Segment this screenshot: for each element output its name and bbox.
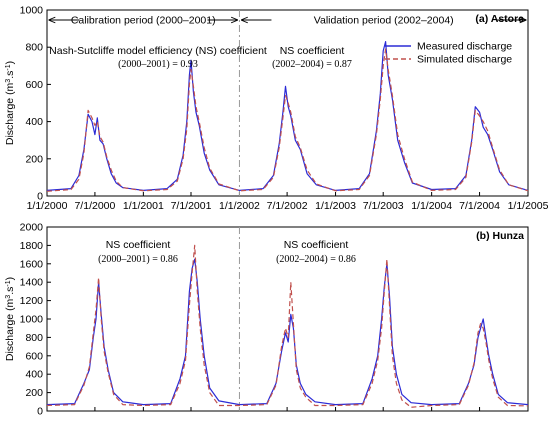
- measured-series-line: [46, 258, 529, 406]
- y-tick-label: 200: [25, 153, 43, 165]
- legend-entry: Simulated discharge: [417, 54, 512, 66]
- panel-title: (b) Hunza: [476, 230, 524, 242]
- y-tick-label: 1000: [20, 5, 44, 17]
- legend-entry: Measured discharge: [417, 41, 512, 53]
- ns-annotation-title: NS coefficient: [106, 239, 171, 251]
- panel-hunza: 0 200 400 600 800 1000 1200 1400 1600 1800 2000 NS …: [4, 222, 529, 418]
- y-tick-label: 800: [25, 42, 43, 54]
- x-tick-label: 7/1/2004: [459, 200, 500, 212]
- ns-annotation-value: (2002–2004) = 0.87: [272, 59, 352, 70]
- y-tick-label: 2000: [20, 222, 44, 234]
- y-tick-label: 1800: [20, 240, 44, 252]
- simulated-series-line: [46, 48, 529, 192]
- ns-annotation-title: NS coefficient: [280, 45, 345, 57]
- x-tick-label: 1/1/2001: [123, 200, 164, 212]
- x-tick-label: 7/1/2000: [74, 200, 115, 212]
- x-tick-label: 1/1/2004: [411, 200, 452, 212]
- y-tick-label: 600: [25, 79, 43, 91]
- x-tick-label: 1/1/2005: [508, 200, 549, 212]
- y-axis-label: Discharge (m3.s-1): [4, 61, 16, 145]
- x-tick-label: 1/1/2003: [315, 200, 356, 212]
- y-tick-label: 200: [25, 387, 43, 399]
- y-tick-label: 400: [25, 369, 43, 381]
- ns-annotation-value: (2000–2001) = 0.86: [98, 254, 178, 265]
- x-tick-label: 1/1/2002: [219, 200, 260, 212]
- ns-annotation-title: Nash-Sutcliffe model efficiency (NS) coe…: [49, 45, 267, 57]
- y-tick-label: 800: [25, 332, 43, 344]
- y-axis-label: Discharge (m3.s-1): [4, 277, 16, 361]
- x-tick-label: 7/1/2003: [363, 200, 404, 212]
- measured-series-line: [46, 40, 529, 191]
- panel-astore: 0 200 400 600 800 1000 1/1/2000 7/1/2000 1/1/200…: [4, 5, 549, 213]
- ns-annotation-value: (2002–2004) = 0.86: [276, 254, 356, 265]
- ns-annotation-title: NS coefficient: [284, 239, 349, 251]
- y-tick-label: 1000: [20, 314, 44, 326]
- x-tick-label: 1/1/2000: [27, 200, 68, 212]
- x-tick-label: 7/1/2002: [267, 200, 308, 212]
- y-tick-label: 400: [25, 116, 43, 128]
- x-tick-label: 7/1/2001: [171, 200, 212, 212]
- y-tick-label: 1200: [20, 295, 44, 307]
- validation-period-label: Validation period (2002–2004): [314, 15, 454, 27]
- y-tick-label: 1600: [20, 258, 44, 270]
- simulated-series-line: [46, 244, 529, 408]
- y-tick-label: 1400: [20, 277, 44, 289]
- ns-annotation-value: (2000–2001) = 0.93: [118, 59, 198, 70]
- panel-title: (a) Astore: [475, 13, 524, 25]
- y-tick-label: 0: [37, 406, 43, 418]
- calibration-period-label: Calibration period (2000–2001): [71, 15, 216, 27]
- y-tick-label: 0: [37, 191, 43, 203]
- y-tick-label: 600: [25, 350, 43, 362]
